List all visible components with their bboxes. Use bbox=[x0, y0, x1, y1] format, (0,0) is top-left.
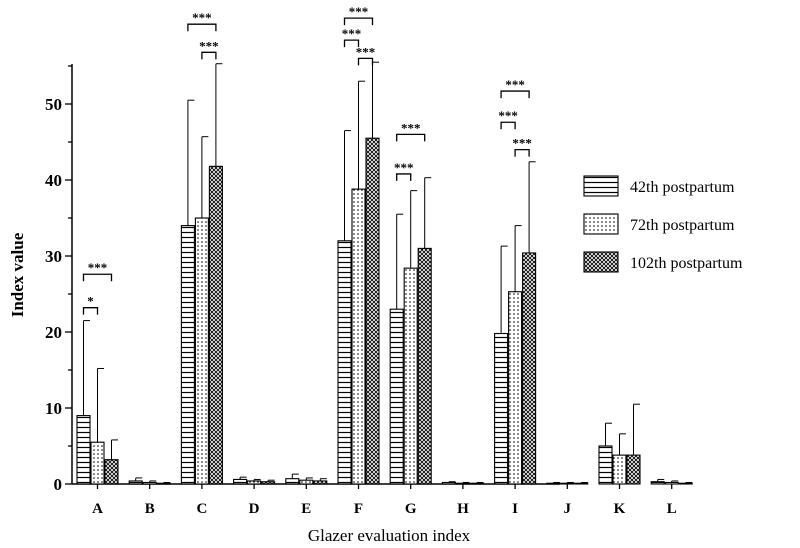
legend-swatch bbox=[583, 213, 619, 235]
bar bbox=[403, 267, 418, 485]
bar bbox=[650, 481, 665, 485]
significance-label: *** bbox=[349, 4, 369, 19]
bar bbox=[678, 482, 693, 485]
significance-label: * bbox=[87, 294, 94, 309]
bar bbox=[313, 480, 328, 485]
bar bbox=[156, 482, 171, 485]
bar bbox=[76, 415, 91, 485]
x-tick-label: A bbox=[92, 501, 103, 517]
legend-label: 42th postpartum bbox=[630, 179, 735, 196]
bar bbox=[598, 445, 613, 485]
x-tick-label: B bbox=[145, 501, 155, 517]
legend-swatch bbox=[583, 175, 619, 197]
bar bbox=[455, 482, 470, 485]
bar bbox=[441, 481, 456, 485]
x-tick-label: G bbox=[405, 501, 417, 517]
x-tick-label: E bbox=[301, 501, 311, 517]
bar bbox=[574, 482, 589, 485]
bar bbox=[664, 481, 679, 485]
significance-label: *** bbox=[342, 26, 362, 41]
significance-bracket bbox=[82, 273, 113, 282]
bar bbox=[285, 478, 300, 485]
y-tick-label: 20 bbox=[45, 323, 62, 342]
y-tick-label: 40 bbox=[45, 171, 62, 190]
y-tick-label: 10 bbox=[45, 399, 62, 418]
x-tick-label: I bbox=[512, 501, 518, 517]
legend-label: 102th postpartum bbox=[630, 255, 743, 272]
bars bbox=[76, 61, 693, 485]
bar bbox=[90, 441, 105, 485]
bar bbox=[365, 137, 380, 485]
x-axis: A B C D E F G H I J K L bbox=[72, 483, 677, 517]
x-tick-label: K bbox=[614, 501, 626, 517]
bar bbox=[560, 482, 575, 485]
significance-bracket bbox=[343, 39, 360, 48]
significance-label: *** bbox=[505, 77, 525, 92]
bar bbox=[469, 482, 484, 485]
x-tick-label: D bbox=[249, 501, 260, 517]
bar bbox=[104, 459, 119, 485]
significance-brackets: ********************************** bbox=[82, 4, 532, 315]
significance-label: *** bbox=[199, 38, 219, 53]
bar bbox=[128, 480, 143, 485]
significance-bracket bbox=[187, 23, 217, 32]
bar bbox=[233, 478, 248, 485]
bar bbox=[247, 480, 262, 485]
y-axis-label: Index value bbox=[8, 232, 27, 317]
legend-label: 72th postpartum bbox=[630, 217, 735, 234]
bar bbox=[508, 291, 523, 485]
significance-bracket bbox=[343, 17, 374, 26]
y-tick-label: 0 bbox=[54, 475, 63, 494]
bar bbox=[522, 252, 537, 485]
bar bbox=[626, 454, 641, 485]
significance-label: *** bbox=[192, 10, 212, 25]
significance-bracket bbox=[396, 133, 426, 142]
significance-bracket bbox=[357, 57, 374, 66]
x-tick-label: L bbox=[667, 501, 677, 517]
y-tick-label: 30 bbox=[45, 247, 62, 266]
x-tick-label: F bbox=[354, 501, 363, 517]
bar bbox=[337, 240, 352, 485]
significance-bracket bbox=[500, 121, 516, 130]
bar bbox=[546, 482, 561, 485]
significance-label: *** bbox=[401, 120, 421, 135]
significance-label: *** bbox=[394, 160, 414, 175]
significance-bracket bbox=[82, 307, 99, 315]
bar bbox=[208, 165, 223, 485]
bar bbox=[261, 481, 276, 485]
legend: 42th postpartum 72th postpartum 102th post… bbox=[583, 175, 743, 273]
x-tick-label: J bbox=[564, 501, 572, 517]
bar bbox=[494, 332, 509, 485]
bar bbox=[351, 188, 366, 485]
significance-bracket bbox=[500, 90, 530, 99]
legend-swatch bbox=[583, 251, 619, 273]
significance-bracket bbox=[201, 51, 217, 60]
significance-label: *** bbox=[356, 44, 376, 59]
bar bbox=[612, 454, 627, 485]
bar bbox=[389, 308, 404, 485]
bar bbox=[180, 225, 195, 485]
bar bbox=[142, 481, 157, 485]
significance-bracket bbox=[514, 148, 530, 157]
x-axis-label: Glazer evaluation index bbox=[308, 526, 471, 545]
significance-label: *** bbox=[88, 260, 108, 275]
bar bbox=[299, 479, 314, 485]
significance-label: *** bbox=[512, 136, 532, 151]
bar bbox=[417, 247, 432, 485]
x-tick-label: C bbox=[196, 501, 207, 517]
significance-bracket bbox=[396, 173, 412, 181]
bar bbox=[194, 217, 209, 485]
y-axis: 0 10 20 30 40 50 bbox=[45, 64, 73, 494]
y-tick-label: 50 bbox=[45, 95, 62, 114]
significance-label: *** bbox=[498, 108, 518, 123]
x-tick-label: H bbox=[457, 501, 469, 517]
